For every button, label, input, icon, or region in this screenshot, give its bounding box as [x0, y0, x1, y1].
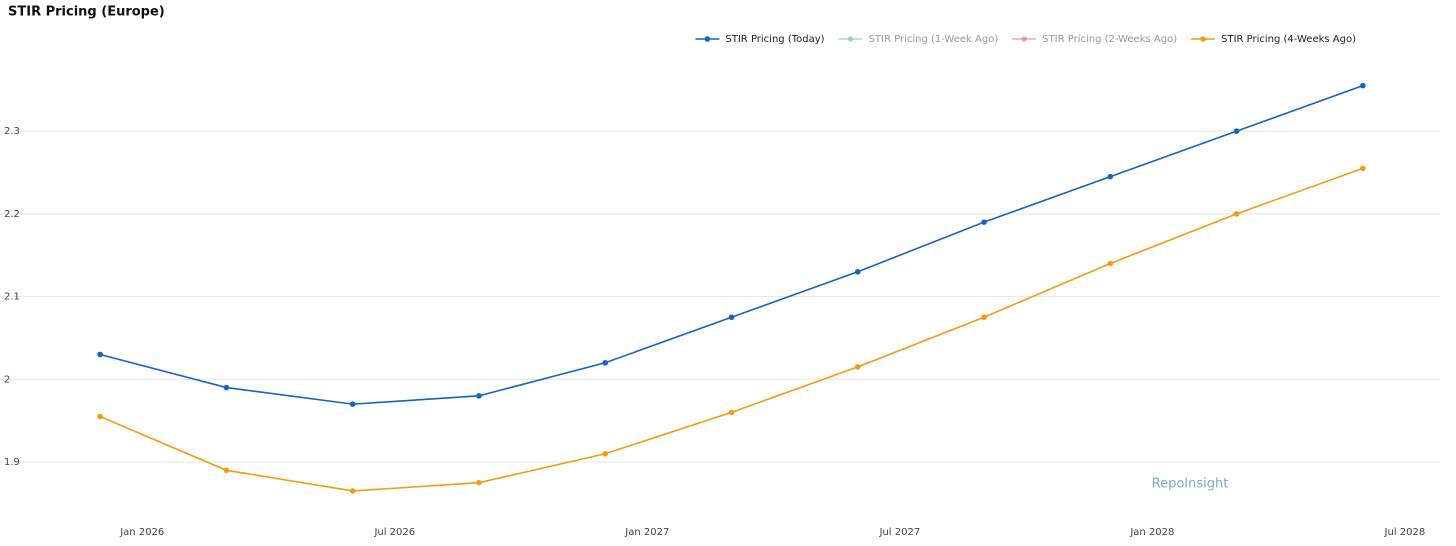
- point: [349, 488, 356, 494]
- y-tick-label: 2.2: [4, 209, 20, 220]
- legend-label: STIR Pricing (1-Week Ago): [869, 34, 999, 45]
- legend-label: STIR Pricing (Today): [725, 34, 824, 45]
- point: [1360, 165, 1366, 172]
- legend-item[interactable]: STIR Pricing (1-Week Ago): [838, 34, 999, 45]
- y-tick-label: 2.1: [4, 292, 20, 303]
- y-tick-label: 1.9: [4, 457, 20, 468]
- point: [728, 409, 735, 416]
- legend-label: STIR Pricing (2-Weeks Ago): [1042, 34, 1177, 45]
- point: [1233, 211, 1240, 217]
- x-tick-label: Jul 2027: [879, 527, 921, 538]
- watermark: RepoInsight: [1152, 477, 1229, 492]
- legend-marker: [704, 36, 711, 42]
- point: [97, 351, 103, 358]
- y-tick-label: 2: [4, 374, 10, 385]
- point: [1107, 260, 1114, 267]
- point: [728, 314, 735, 321]
- point: [854, 364, 861, 370]
- legend-item[interactable]: STIR Pricing (4-Weeks Ago): [1191, 34, 1356, 45]
- chart-title: STIR Pricing (Europe): [8, 5, 165, 20]
- point: [602, 450, 609, 457]
- legend: STIR Pricing (Today) STIR Pricing (1-Week…: [695, 34, 1356, 45]
- point: [97, 413, 103, 420]
- legend-label: STIR Pricing (4-Weeks Ago): [1221, 34, 1356, 45]
- x-tick-label: Jan 2026: [119, 527, 164, 538]
- point: [1107, 173, 1114, 180]
- x-tick-label: Jan 2027: [624, 527, 669, 538]
- series-line: [99, 84, 1364, 405]
- legend-marker: [1200, 36, 1206, 42]
- x-tick-label: Jul 2028: [1384, 527, 1426, 538]
- point: [476, 393, 482, 399]
- series-line: [99, 167, 1364, 492]
- legend-item[interactable]: STIR Pricing (2-Weeks Ago): [1012, 34, 1177, 45]
- point: [1360, 82, 1366, 89]
- point: [476, 479, 482, 486]
- point: [349, 401, 356, 407]
- legend-item[interactable]: STIR Pricing (Today): [695, 34, 825, 45]
- y-tick-label: 2.3: [4, 126, 20, 137]
- point: [981, 314, 987, 321]
- point: [854, 268, 861, 275]
- point: [223, 384, 230, 391]
- x-tick-label: Jul 2026: [373, 527, 415, 538]
- point: [981, 219, 987, 225]
- point: [1233, 128, 1240, 134]
- legend-marker: [1021, 36, 1028, 42]
- legend-marker: [847, 36, 854, 42]
- point: [602, 359, 609, 366]
- x-tick-label: Jan 2028: [1129, 527, 1174, 538]
- point: [223, 467, 230, 474]
